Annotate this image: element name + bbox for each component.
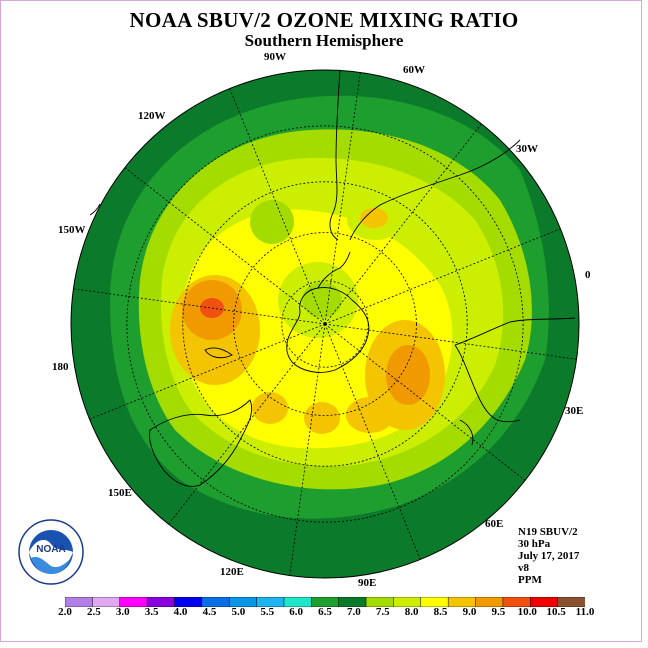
lon-label-180: 180 bbox=[52, 361, 69, 373]
lon-label-90e: 90E bbox=[358, 577, 376, 589]
lat-lon-grid bbox=[70, 69, 580, 579]
field-yellowgreen-pole bbox=[302, 282, 342, 318]
latitude-circle-3 bbox=[182, 181, 468, 467]
lon-labels: 0 30W 60W 90W 120W 150W 180 150E 120E 90… bbox=[52, 51, 591, 589]
color-scale-label: 7.0 bbox=[347, 606, 361, 618]
info-level: 30 hPa bbox=[518, 538, 551, 550]
color-scale-label: 11.0 bbox=[575, 606, 595, 618]
color-scale-label: 5.0 bbox=[231, 606, 246, 618]
color-scale-label: 8.5 bbox=[433, 606, 448, 618]
field-orange-east bbox=[386, 345, 430, 405]
color-scale-label: 6.0 bbox=[289, 606, 303, 618]
latitude-circle-2 bbox=[233, 232, 417, 416]
info-date: July 17, 2017 bbox=[518, 550, 580, 562]
field-low-north bbox=[250, 200, 294, 244]
field-gold-south2 bbox=[304, 402, 340, 434]
lon-label-120w: 120W bbox=[138, 110, 166, 122]
color-scale-label: 4.5 bbox=[202, 606, 217, 618]
color-scale-label: 9.0 bbox=[462, 606, 477, 618]
color-scale-label: 2.5 bbox=[87, 606, 101, 618]
lon-label-120e: 120E bbox=[220, 566, 244, 578]
lon-label-90w: 90W bbox=[264, 51, 286, 63]
lon-label-150e: 150E bbox=[108, 487, 132, 499]
field-gold-south1 bbox=[252, 392, 288, 424]
map-rim bbox=[70, 69, 580, 579]
color-scale-label: 8.0 bbox=[404, 606, 419, 618]
coastlines bbox=[89, 69, 576, 487]
logo-text: NOAA bbox=[36, 544, 65, 555]
map-title: NOAA SBUV/2 OZONE MIXING RATIO bbox=[129, 8, 519, 32]
color-scale-bar bbox=[65, 597, 585, 607]
info-version: v8 bbox=[518, 562, 529, 574]
field-gold-ne bbox=[360, 208, 388, 228]
color-scale-label: 4.0 bbox=[173, 606, 188, 618]
color-scale-label: 10.5 bbox=[546, 606, 566, 618]
color-swatch-19 bbox=[557, 597, 585, 607]
color-scale-label: 7.5 bbox=[375, 606, 390, 618]
color-scale-label: 3.0 bbox=[115, 606, 130, 618]
latitude-circle-4 bbox=[126, 125, 524, 523]
info-units: PPM bbox=[518, 574, 542, 586]
lon-label-60w: 60W bbox=[403, 64, 425, 76]
color-scale-label: 5.5 bbox=[260, 606, 275, 618]
lon-label-60e: 60E bbox=[485, 518, 503, 530]
color-scale-label: 9.5 bbox=[491, 606, 506, 618]
color-scale-labels: 2.0 2.5 3.0 3.5 4.0 4.5 5.0 5.5 6.0 6.5 7.0 7.5 8.0 8… bbox=[0, 606, 648, 622]
info-block: N19 SBUV/2 30 hPa July 17, 2017 v8 PPM bbox=[518, 526, 579, 586]
color-scale-label: 10.0 bbox=[517, 606, 537, 618]
info-instrument: N19 SBUV/2 bbox=[518, 526, 578, 538]
field-gold-south3 bbox=[346, 397, 394, 433]
color-scale-label: 3.5 bbox=[144, 606, 159, 618]
lon-label-30e: 30E bbox=[565, 405, 583, 417]
map-subtitle: Southern Hemisphere bbox=[244, 31, 404, 50]
lon-label-0: 0 bbox=[585, 269, 591, 281]
noaa-logo: NOAA bbox=[18, 519, 84, 585]
color-scale-label: 2.0 bbox=[58, 606, 72, 618]
field-redorange-west bbox=[200, 298, 224, 318]
color-scale-label: 6.5 bbox=[318, 606, 332, 618]
lon-label-150w: 150W bbox=[58, 224, 86, 236]
lon-label-30w: 30W bbox=[516, 143, 538, 155]
